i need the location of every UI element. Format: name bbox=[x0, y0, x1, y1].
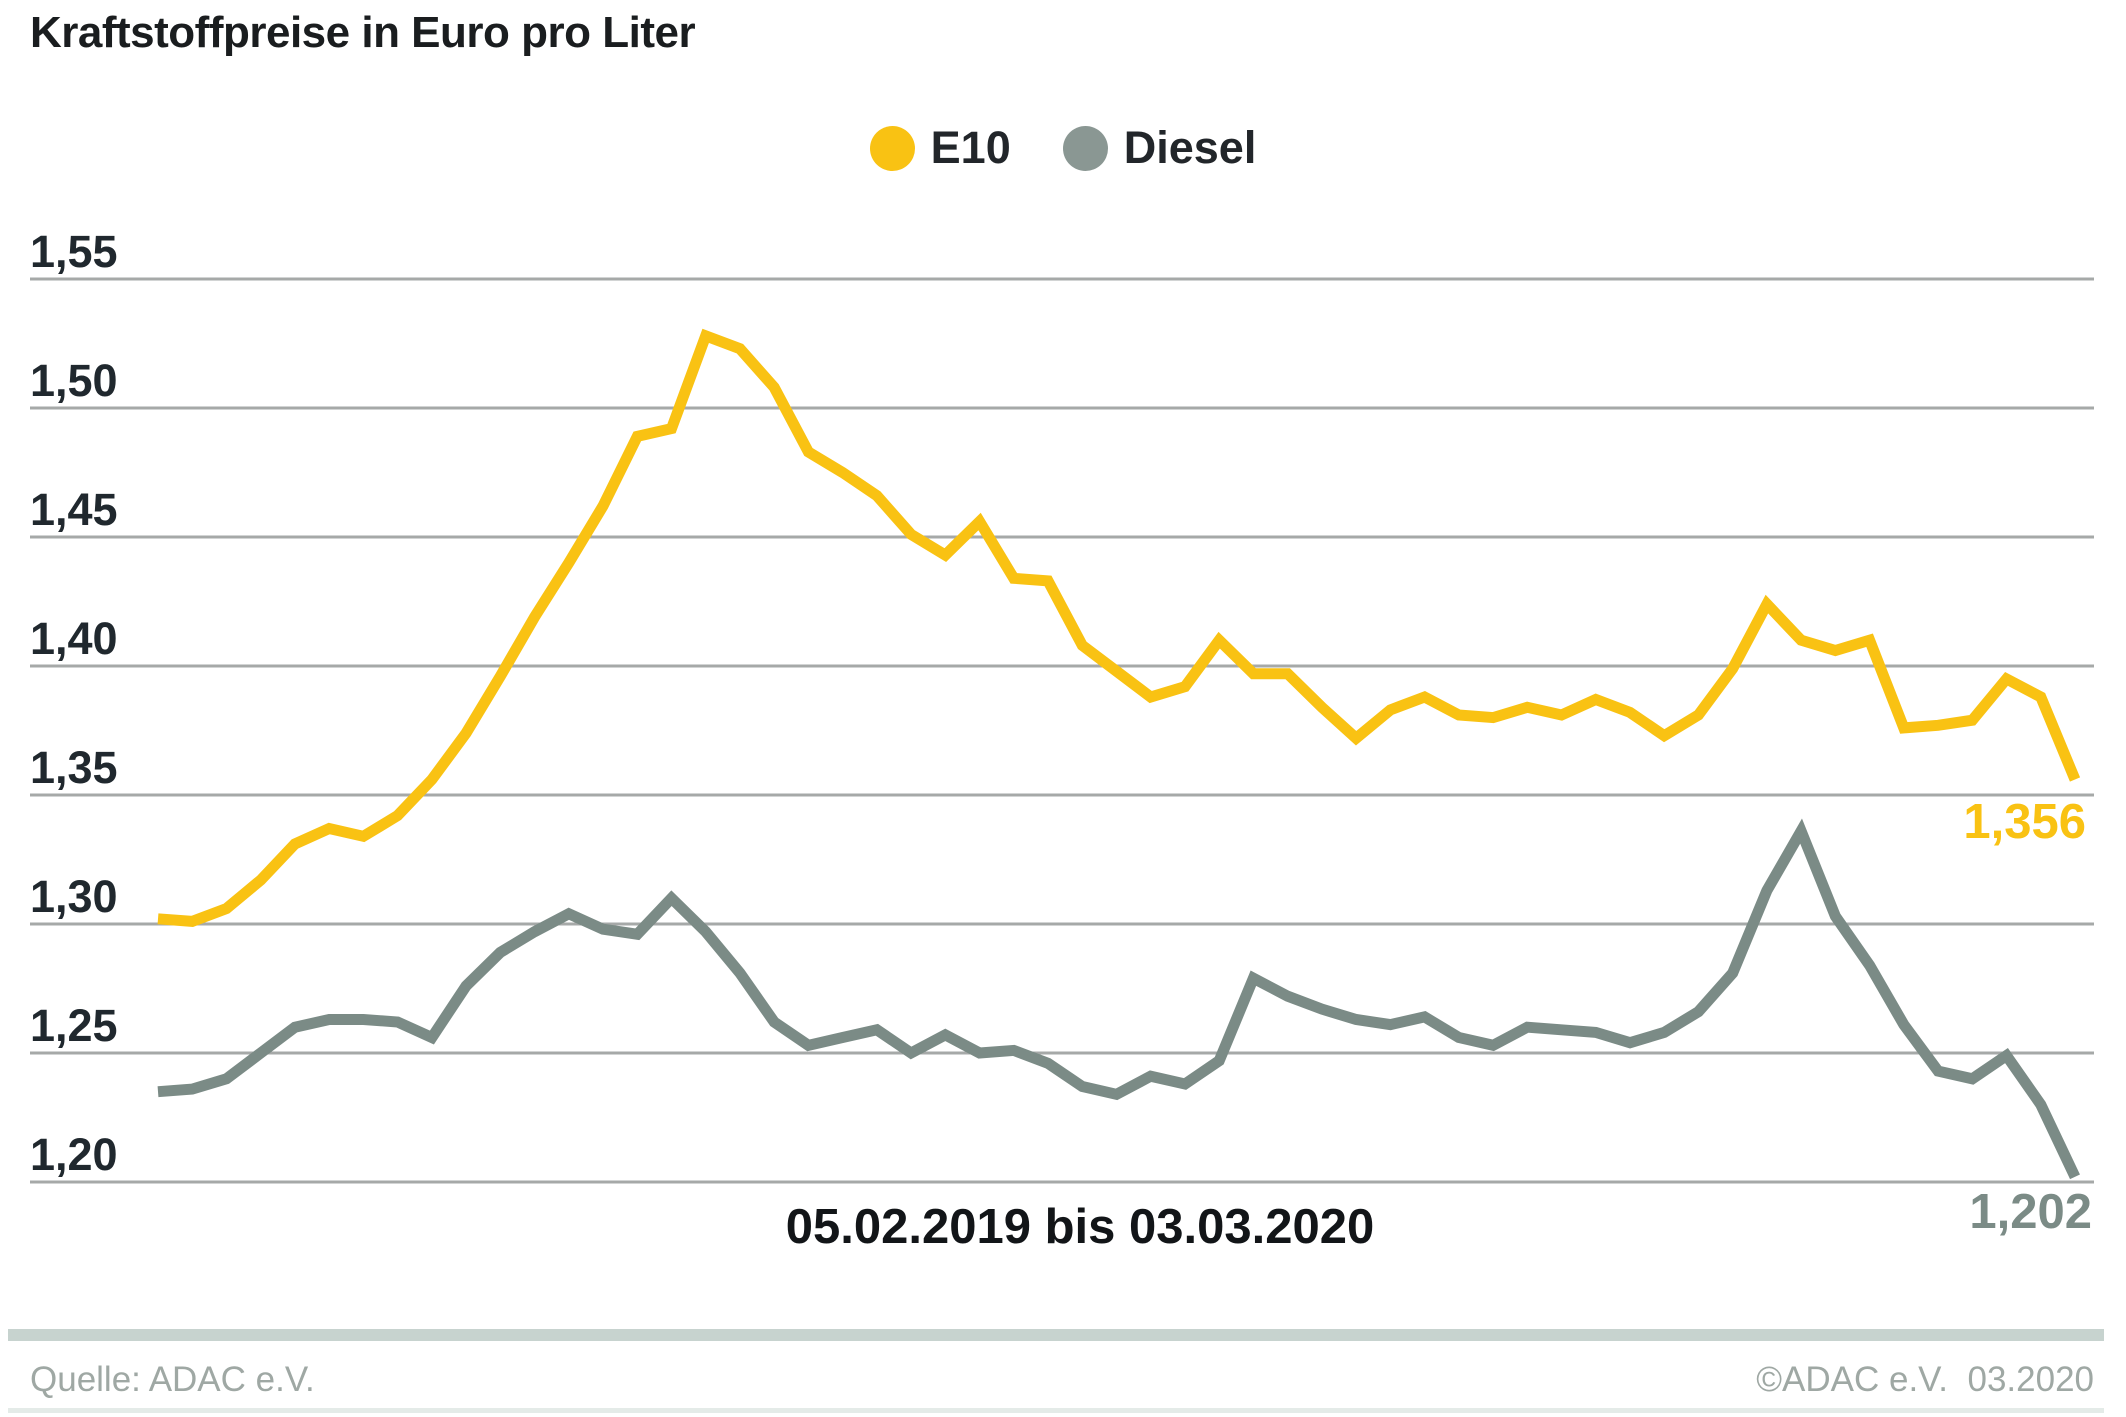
legend-item-diesel: Diesel bbox=[1062, 122, 1257, 174]
y-axis-tick-labels: 1,55 1,50 1,45 1,40 1,35 1,30 1,25 1,20 bbox=[30, 226, 118, 1180]
footer-separator-bar bbox=[8, 1329, 2104, 1341]
e10-end-value-label: 1,356 bbox=[1963, 795, 2086, 849]
legend-item-e10: E10 bbox=[869, 122, 1011, 174]
page-title: Kraftstoffpreise in Euro pro Liter bbox=[30, 8, 696, 57]
y-axis-tick-label: 1,20 bbox=[30, 1129, 118, 1180]
diesel-end-value-label: 1,202 bbox=[1969, 1185, 2092, 1239]
legend-label-diesel: Diesel bbox=[1123, 122, 1257, 173]
footer-copyright-text: ©ADAC e.V. 03.2020 bbox=[1756, 1360, 2094, 1399]
x-axis-range-label: 05.02.2019 bis 03.03.2020 bbox=[786, 1200, 1375, 1254]
gridlines bbox=[30, 277, 2094, 1184]
chart-legend: E10 Diesel bbox=[0, 122, 2126, 174]
y-axis-tick-label: 1,45 bbox=[30, 484, 118, 535]
y-axis-tick-label: 1,25 bbox=[30, 1000, 118, 1051]
series-lines bbox=[157, 328, 2081, 1180]
y-axis-tick-label: 1,35 bbox=[30, 742, 118, 793]
y-axis-tick-label: 1,55 bbox=[30, 226, 118, 277]
diesel-swatch-icon bbox=[1062, 125, 1108, 171]
y-axis-tick-label: 1,50 bbox=[30, 355, 118, 406]
diesel-line bbox=[157, 818, 2080, 1180]
e10-legend-dot-icon bbox=[869, 125, 915, 171]
y-axis-tick-label: 1,30 bbox=[30, 871, 118, 922]
footer-source-text: Quelle: ADAC e.V. bbox=[30, 1360, 315, 1399]
y-axis-tick-label: 1,40 bbox=[30, 613, 118, 664]
footer-bottom-line bbox=[8, 1408, 2104, 1413]
e10-line bbox=[157, 328, 2081, 927]
legend-label-e10: E10 bbox=[930, 122, 1011, 173]
e10-swatch-icon bbox=[869, 125, 915, 171]
diesel-legend-dot-icon bbox=[1062, 125, 1108, 171]
